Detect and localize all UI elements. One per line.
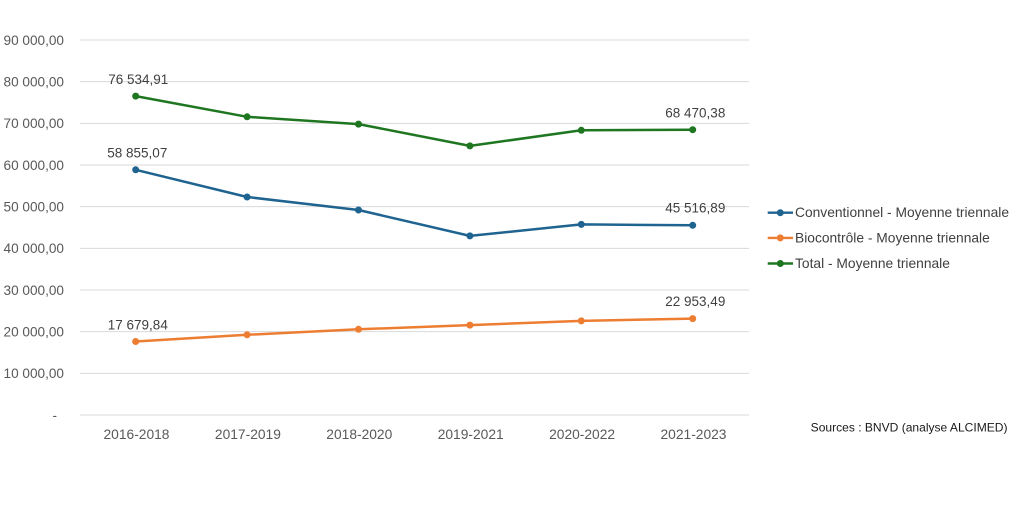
svg-text:2018-2020: 2018-2020 <box>326 427 392 442</box>
svg-text:58 855,07: 58 855,07 <box>107 146 167 161</box>
svg-text:Conventionnel - Moyenne trienn: Conventionnel - Moyenne triennale <box>795 205 1009 220</box>
svg-text:2021-2023: 2021-2023 <box>661 427 727 442</box>
svg-text:76 534,91: 76 534,91 <box>108 72 168 87</box>
svg-text:20 000,00: 20 000,00 <box>4 324 65 339</box>
svg-text:45 516,89: 45 516,89 <box>665 200 725 215</box>
svg-text:-: - <box>52 408 57 423</box>
svg-text:Biocontrôle - Moyenne triennal: Biocontrôle - Moyenne triennale <box>795 230 990 245</box>
svg-text:2020-2022: 2020-2022 <box>549 427 615 442</box>
svg-text:17 679,84: 17 679,84 <box>108 317 169 332</box>
svg-text:Sources : BNVD (analyse ALCIME: Sources : BNVD (analyse ALCIMED) <box>811 420 1008 434</box>
svg-text:40 000,00: 40 000,00 <box>4 241 65 256</box>
svg-text:Total - Moyenne triennale: Total - Moyenne triennale <box>795 256 950 271</box>
svg-text:90 000,00: 90 000,00 <box>4 33 65 48</box>
svg-text:50 000,00: 50 000,00 <box>4 199 65 214</box>
svg-text:2019-2021: 2019-2021 <box>438 427 504 442</box>
svg-text:2017-2019: 2017-2019 <box>215 427 281 442</box>
svg-text:60 000,00: 60 000,00 <box>4 158 65 173</box>
svg-text:30 000,00: 30 000,00 <box>4 283 65 298</box>
svg-text:10 000,00: 10 000,00 <box>4 366 65 381</box>
svg-text:68 470,38: 68 470,38 <box>665 106 725 121</box>
svg-text:22 953,49: 22 953,49 <box>665 294 725 309</box>
svg-text:80 000,00: 80 000,00 <box>4 74 65 89</box>
svg-text:2016-2018: 2016-2018 <box>104 427 170 442</box>
svg-text:70 000,00: 70 000,00 <box>4 116 65 131</box>
